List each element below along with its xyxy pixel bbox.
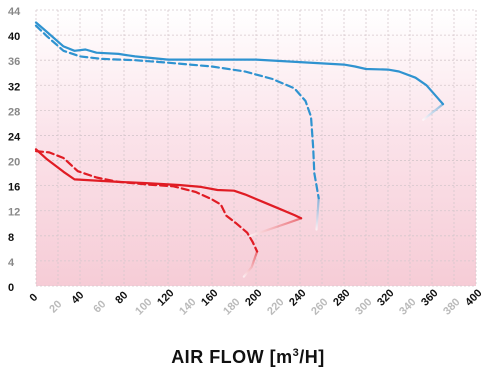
x-tick-label: 400 xyxy=(463,287,484,308)
y-tick-label: 28 xyxy=(8,106,20,118)
series-line-fade xyxy=(422,102,445,121)
y-tick-label: 40 xyxy=(8,31,20,43)
series-line-fade xyxy=(249,217,303,237)
y-tick-label: 4 xyxy=(8,257,15,269)
x-tick-label: 340 xyxy=(397,296,418,317)
x-tick-label: 0 xyxy=(27,291,40,304)
series-line xyxy=(34,21,445,106)
series-lines xyxy=(34,21,445,278)
y-tick-label: 44 xyxy=(8,6,21,18)
x-tick-label: 200 xyxy=(243,287,264,308)
y-tick-label: 12 xyxy=(8,207,20,219)
y-tick-label: 16 xyxy=(8,182,20,194)
x-tick-label: 220 xyxy=(265,296,286,317)
y-tick-label: 0 xyxy=(8,282,14,294)
x-tick-label: 60 xyxy=(91,298,108,315)
series-line xyxy=(34,150,259,253)
x-tick-label: 80 xyxy=(113,289,130,306)
x-tick-label: 20 xyxy=(47,298,64,315)
x-tick-label: 360 xyxy=(419,287,440,308)
y-tick-label: 20 xyxy=(8,157,20,169)
x-axis-label: AIR FLOW [m3/H] xyxy=(171,347,325,367)
x-tick-label: 160 xyxy=(199,287,220,308)
x-tick-label: 40 xyxy=(69,289,86,306)
series-line xyxy=(34,148,303,220)
y-axis-ticks: 0 4 8 12 16 20 24 28 32 36 40 44 xyxy=(8,6,21,294)
x-tick-label: 140 xyxy=(177,296,198,317)
y-tick-label: 36 xyxy=(8,56,20,68)
series-line-fade xyxy=(242,250,259,278)
x-tick-label: 180 xyxy=(221,296,242,317)
x-tick-label: 260 xyxy=(309,296,330,317)
x-tick-label: 380 xyxy=(441,296,462,317)
x-tick-label: 240 xyxy=(287,287,308,308)
x-tick-label: 120 xyxy=(155,287,176,308)
x-tick-label: 100 xyxy=(133,296,154,317)
y-tick-label: 32 xyxy=(8,81,20,93)
series-line-fade xyxy=(315,197,320,231)
y-tick-label: 24 xyxy=(8,131,21,143)
x-tick-label: 280 xyxy=(331,287,352,308)
y-tick-label: 8 xyxy=(8,232,14,244)
x-tick-label: 320 xyxy=(375,287,396,308)
series-line xyxy=(34,24,320,200)
x-tick-label: 300 xyxy=(353,296,374,317)
